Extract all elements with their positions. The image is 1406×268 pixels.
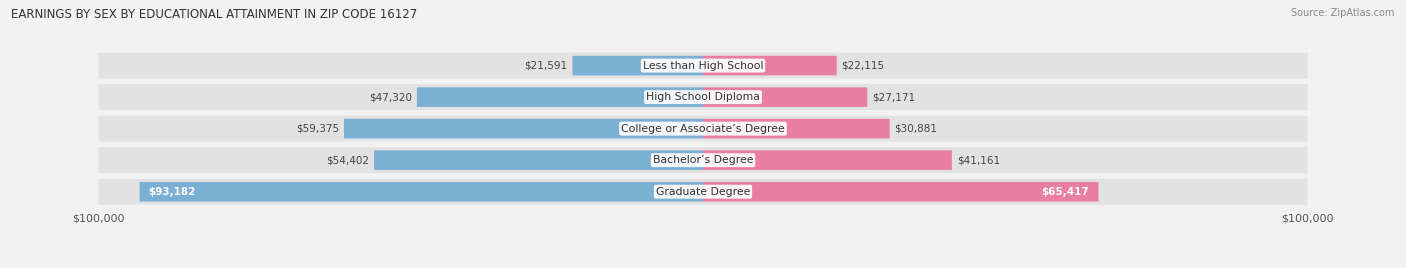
Text: College or Associate’s Degree: College or Associate’s Degree	[621, 124, 785, 134]
Text: $59,375: $59,375	[297, 124, 339, 134]
Text: $22,115: $22,115	[842, 61, 884, 70]
FancyBboxPatch shape	[98, 84, 1308, 110]
Text: Source: ZipAtlas.com: Source: ZipAtlas.com	[1291, 8, 1395, 18]
Text: $21,591: $21,591	[524, 61, 568, 70]
Text: Less than High School: Less than High School	[643, 61, 763, 70]
FancyBboxPatch shape	[572, 56, 703, 75]
FancyBboxPatch shape	[374, 150, 703, 170]
FancyBboxPatch shape	[418, 87, 703, 107]
Legend: Male, Female: Male, Female	[636, 264, 770, 268]
FancyBboxPatch shape	[703, 150, 952, 170]
FancyBboxPatch shape	[344, 119, 703, 138]
FancyBboxPatch shape	[703, 119, 890, 138]
FancyBboxPatch shape	[703, 87, 868, 107]
Text: $65,417: $65,417	[1042, 187, 1090, 197]
Text: High School Diploma: High School Diploma	[647, 92, 759, 102]
Text: EARNINGS BY SEX BY EDUCATIONAL ATTAINMENT IN ZIP CODE 16127: EARNINGS BY SEX BY EDUCATIONAL ATTAINMEN…	[11, 8, 418, 21]
Text: Bachelor’s Degree: Bachelor’s Degree	[652, 155, 754, 165]
Text: Graduate Degree: Graduate Degree	[655, 187, 751, 197]
FancyBboxPatch shape	[98, 116, 1308, 142]
Text: $93,182: $93,182	[149, 187, 195, 197]
Text: $27,171: $27,171	[872, 92, 915, 102]
FancyBboxPatch shape	[98, 147, 1308, 173]
Text: $54,402: $54,402	[326, 155, 370, 165]
FancyBboxPatch shape	[139, 182, 703, 202]
FancyBboxPatch shape	[703, 182, 1098, 202]
FancyBboxPatch shape	[703, 56, 837, 75]
FancyBboxPatch shape	[98, 179, 1308, 205]
Text: $41,161: $41,161	[956, 155, 1000, 165]
FancyBboxPatch shape	[98, 53, 1308, 79]
Text: $30,881: $30,881	[894, 124, 938, 134]
Text: $47,320: $47,320	[370, 92, 412, 102]
